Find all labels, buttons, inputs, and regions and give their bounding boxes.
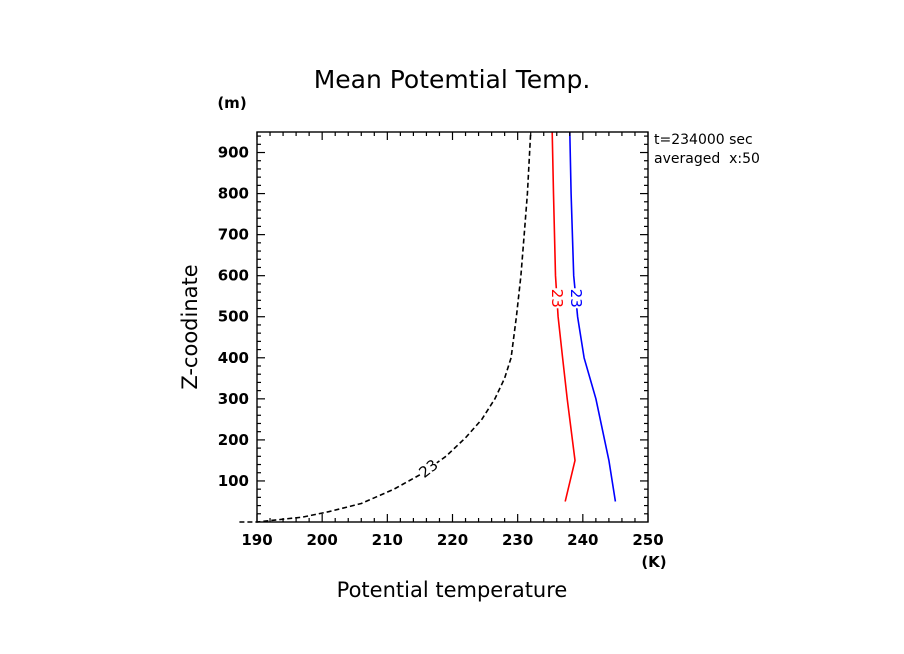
annotation-box: t=234000 sec averaged x:50 [654, 132, 760, 167]
y-tick-label: 600 [218, 267, 249, 285]
y-axis-label: Z-coodinate [178, 264, 202, 389]
chart-title: Mean Potemtial Temp. [314, 65, 591, 94]
axis-ticks [256, 132, 649, 522]
x-tick-label: 190 [241, 531, 272, 549]
y-tick-label: 500 [218, 308, 249, 326]
y-tick-label: 800 [218, 185, 249, 203]
y-tick-label: 300 [218, 390, 249, 408]
x-tick-label: 200 [307, 531, 338, 549]
x-tick-label: 250 [632, 531, 663, 549]
y-tick-label: 700 [218, 226, 249, 244]
y-tick-label: 100 [218, 472, 249, 490]
series-label: 23 [567, 289, 585, 308]
series-label: 23 [548, 289, 566, 308]
x-tick-label: 230 [502, 531, 533, 549]
plot-frame [256, 131, 649, 523]
x-tick-label: 210 [372, 531, 403, 549]
x-tick-label: 220 [437, 531, 468, 549]
series-line [239, 131, 532, 523]
series-label-gap [548, 288, 565, 309]
annotation-time: t=234000 sec [654, 132, 753, 148]
series-label-gap [567, 288, 584, 309]
plot-lines [239, 131, 617, 523]
series-label-gap [415, 456, 442, 482]
y-tick-label: 200 [218, 431, 249, 449]
annotation-average: averaged x:50 [654, 151, 760, 167]
y-axis-unit: (m) [217, 94, 246, 112]
x-axis-label: Potential temperature [337, 578, 568, 602]
series-line [569, 131, 617, 502]
tick-labels: 190 200 210 220 230 240 250 100 200 300 400 500 600 7… [218, 144, 664, 549]
y-tick-label: 400 [218, 349, 249, 367]
x-axis-unit: (K) [641, 553, 666, 571]
series-line [551, 131, 576, 502]
y-tick-label: 900 [218, 144, 249, 162]
series-label: 23 [416, 456, 442, 482]
x-tick-label: 240 [567, 531, 598, 549]
